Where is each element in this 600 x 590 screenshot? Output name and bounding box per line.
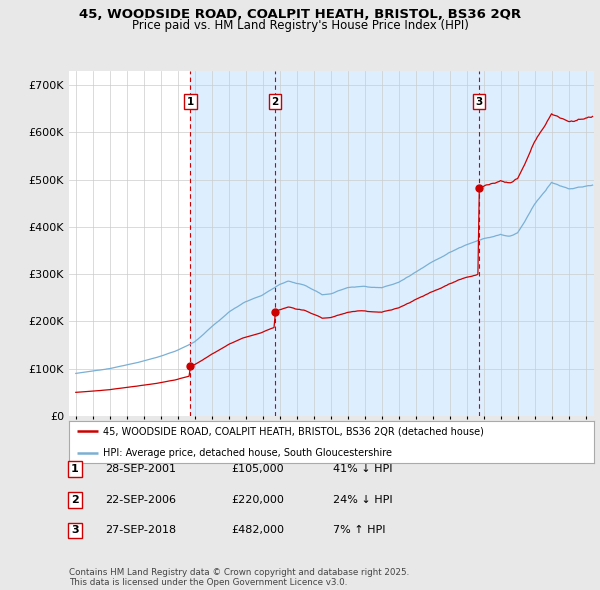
Text: 2: 2 — [271, 97, 278, 107]
Text: 27-SEP-2018: 27-SEP-2018 — [105, 526, 176, 535]
Text: £482,000: £482,000 — [231, 526, 284, 535]
Bar — [190, 71, 275, 416]
Text: 7% ↑ HPI: 7% ↑ HPI — [333, 526, 386, 535]
Text: 1: 1 — [187, 97, 194, 107]
Text: Price paid vs. HM Land Registry's House Price Index (HPI): Price paid vs. HM Land Registry's House … — [131, 19, 469, 32]
Text: 45, WOODSIDE ROAD, COALPIT HEATH, BRISTOL, BS36 2QR: 45, WOODSIDE ROAD, COALPIT HEATH, BRISTO… — [79, 8, 521, 21]
Text: 41% ↓ HPI: 41% ↓ HPI — [333, 464, 392, 474]
Text: 1: 1 — [71, 464, 79, 474]
Bar — [275, 71, 479, 416]
Text: 45, WOODSIDE ROAD, COALPIT HEATH, BRISTOL, BS36 2QR (detached house): 45, WOODSIDE ROAD, COALPIT HEATH, BRISTO… — [103, 427, 484, 436]
Text: 24% ↓ HPI: 24% ↓ HPI — [333, 495, 392, 504]
Text: Contains HM Land Registry data © Crown copyright and database right 2025.
This d: Contains HM Land Registry data © Crown c… — [69, 568, 409, 587]
Text: 28-SEP-2001: 28-SEP-2001 — [105, 464, 176, 474]
Text: £105,000: £105,000 — [231, 464, 284, 474]
Bar — [479, 71, 594, 416]
Text: £220,000: £220,000 — [231, 495, 284, 504]
Text: 2: 2 — [71, 495, 79, 504]
Text: 3: 3 — [71, 526, 79, 535]
Text: HPI: Average price, detached house, South Gloucestershire: HPI: Average price, detached house, Sout… — [103, 448, 392, 457]
Text: 22-SEP-2006: 22-SEP-2006 — [105, 495, 176, 504]
Text: 3: 3 — [476, 97, 483, 107]
